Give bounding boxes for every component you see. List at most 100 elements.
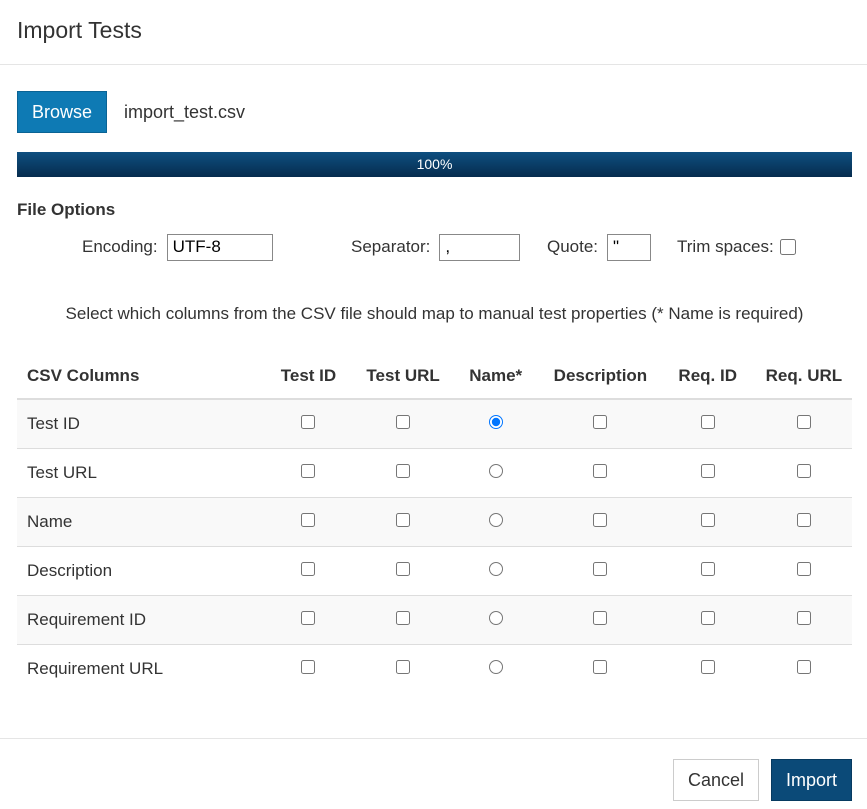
selected-file-name: import_test.csv bbox=[124, 101, 246, 122]
encoding-label: Encoding: bbox=[82, 237, 158, 256]
req-url-mapping-checkbox[interactable] bbox=[796, 562, 811, 576]
test-url-mapping-checkbox[interactable] bbox=[396, 513, 411, 527]
name-mapping-radio[interactable] bbox=[488, 660, 503, 674]
mapping-cell-description bbox=[541, 448, 660, 498]
column-header-req-url: Req. URL bbox=[755, 354, 852, 400]
quote-label: Quote: bbox=[547, 237, 599, 256]
column-header-test-id: Test ID bbox=[260, 354, 357, 400]
mapping-cell-name bbox=[450, 448, 542, 498]
csv-column-label: Requirement URL bbox=[17, 644, 261, 693]
test-url-mapping-checkbox[interactable] bbox=[396, 611, 411, 625]
mapping-cell-description bbox=[541, 497, 660, 547]
mapping-cell-test-id bbox=[261, 399, 356, 449]
dialog-footer: Cancel Import bbox=[0, 738, 867, 809]
mapping-cell-description bbox=[541, 546, 660, 596]
test-url-mapping-checkbox[interactable] bbox=[396, 562, 411, 576]
name-mapping-radio[interactable] bbox=[488, 562, 503, 576]
trim-spaces-label: Trim spaces: bbox=[677, 237, 774, 256]
table-header-row: CSV Columns Test ID Test URL Name* Descr… bbox=[17, 354, 852, 400]
req-url-mapping-checkbox[interactable] bbox=[796, 415, 811, 429]
test-id-mapping-checkbox[interactable] bbox=[301, 415, 316, 429]
mapping-cell-description bbox=[541, 595, 660, 645]
test-id-mapping-checkbox[interactable] bbox=[301, 464, 316, 478]
csv-column-label: Name bbox=[17, 497, 261, 547]
column-header-name: Name* bbox=[450, 354, 542, 400]
upload-progress-bar: 100% bbox=[17, 152, 852, 177]
mapping-cell-test-url bbox=[356, 497, 451, 547]
file-picker-row: Browse import_test.csv bbox=[17, 91, 245, 133]
test-id-mapping-checkbox[interactable] bbox=[301, 562, 316, 576]
table-row: Requirement ID bbox=[17, 595, 852, 645]
test-url-mapping-checkbox[interactable] bbox=[396, 464, 411, 478]
description-mapping-checkbox[interactable] bbox=[593, 562, 608, 576]
test-id-mapping-checkbox[interactable] bbox=[301, 611, 316, 625]
mapping-cell-test-id bbox=[260, 595, 357, 645]
test-id-mapping-checkbox[interactable] bbox=[301, 660, 316, 674]
req-id-mapping-checkbox[interactable] bbox=[700, 415, 715, 429]
req-url-mapping-checkbox[interactable] bbox=[796, 660, 811, 674]
quote-input[interactable] bbox=[607, 233, 652, 261]
mapping-cell-name bbox=[450, 497, 542, 547]
mapping-cell-req-url bbox=[755, 546, 852, 596]
req-id-mapping-checkbox[interactable] bbox=[700, 660, 715, 674]
table-row: Test URL bbox=[17, 448, 852, 498]
dialog-title: Import Tests bbox=[17, 17, 142, 43]
description-mapping-checkbox[interactable] bbox=[593, 660, 608, 674]
table-row: Test ID bbox=[17, 399, 852, 449]
mapping-cell-test-url bbox=[356, 546, 451, 596]
name-mapping-radio[interactable] bbox=[488, 611, 503, 625]
table-row: Description bbox=[17, 546, 852, 596]
import-button[interactable]: Import bbox=[771, 759, 852, 801]
req-url-mapping-checkbox[interactable] bbox=[796, 513, 811, 527]
mapping-cell-name bbox=[450, 595, 542, 645]
mapping-cell-req-id bbox=[659, 644, 756, 693]
separator-label: Separator: bbox=[351, 237, 431, 256]
trim-spaces-checkbox[interactable] bbox=[779, 239, 796, 255]
mapping-cell-req-url bbox=[755, 448, 852, 498]
name-mapping-radio[interactable] bbox=[488, 415, 503, 429]
req-url-mapping-checkbox[interactable] bbox=[796, 464, 811, 478]
column-mapping-table: CSV Columns Test ID Test URL Name* Descr… bbox=[17, 354, 852, 693]
column-header-test-url: Test URL bbox=[356, 354, 451, 400]
test-id-mapping-checkbox[interactable] bbox=[301, 513, 316, 527]
description-mapping-checkbox[interactable] bbox=[593, 464, 608, 478]
name-mapping-radio[interactable] bbox=[488, 464, 503, 478]
mapping-table-body: Test ID Test URL Name Description Requiremen… bbox=[17, 399, 852, 693]
description-mapping-checkbox[interactable] bbox=[593, 611, 608, 625]
upload-progress-fill: 100% bbox=[17, 152, 852, 177]
cancel-button[interactable]: Cancel bbox=[673, 759, 759, 801]
test-url-mapping-checkbox[interactable] bbox=[396, 660, 411, 674]
mapping-cell-description bbox=[541, 399, 659, 449]
req-id-mapping-checkbox[interactable] bbox=[700, 611, 715, 625]
mapping-cell-name bbox=[450, 546, 542, 596]
separator-input[interactable] bbox=[439, 233, 521, 261]
mapping-cell-test-url bbox=[356, 448, 451, 498]
mapping-cell-req-id bbox=[659, 497, 756, 547]
mapping-cell-name bbox=[450, 644, 542, 693]
test-url-mapping-checkbox[interactable] bbox=[396, 415, 411, 429]
name-mapping-radio[interactable] bbox=[488, 513, 503, 527]
mapping-cell-req-url bbox=[755, 644, 852, 693]
req-id-mapping-checkbox[interactable] bbox=[700, 464, 715, 478]
req-url-mapping-checkbox[interactable] bbox=[796, 611, 811, 625]
mapping-cell-req-url bbox=[756, 399, 852, 449]
mapping-cell-req-id bbox=[659, 546, 756, 596]
encoding-input[interactable] bbox=[166, 233, 273, 261]
mapping-cell-req-id bbox=[659, 595, 756, 645]
browse-button[interactable]: Browse bbox=[17, 91, 107, 133]
mapping-cell-test-id bbox=[260, 546, 357, 596]
separator-option: Separator: bbox=[351, 233, 521, 261]
req-id-mapping-checkbox[interactable] bbox=[700, 562, 715, 576]
mapping-cell-req-id bbox=[660, 399, 756, 449]
quote-option: Quote: bbox=[547, 233, 652, 261]
mapping-cell-test-id bbox=[260, 448, 357, 498]
mapping-cell-test-url bbox=[356, 399, 450, 449]
description-mapping-checkbox[interactable] bbox=[593, 513, 608, 527]
mapping-cell-req-url bbox=[755, 595, 852, 645]
description-mapping-checkbox[interactable] bbox=[593, 415, 608, 429]
mapping-instruction: Select which columns from the CSV file s… bbox=[65, 304, 804, 323]
mapping-cell-description bbox=[541, 644, 660, 693]
mapping-cell-req-id bbox=[659, 448, 756, 498]
req-id-mapping-checkbox[interactable] bbox=[700, 513, 715, 527]
